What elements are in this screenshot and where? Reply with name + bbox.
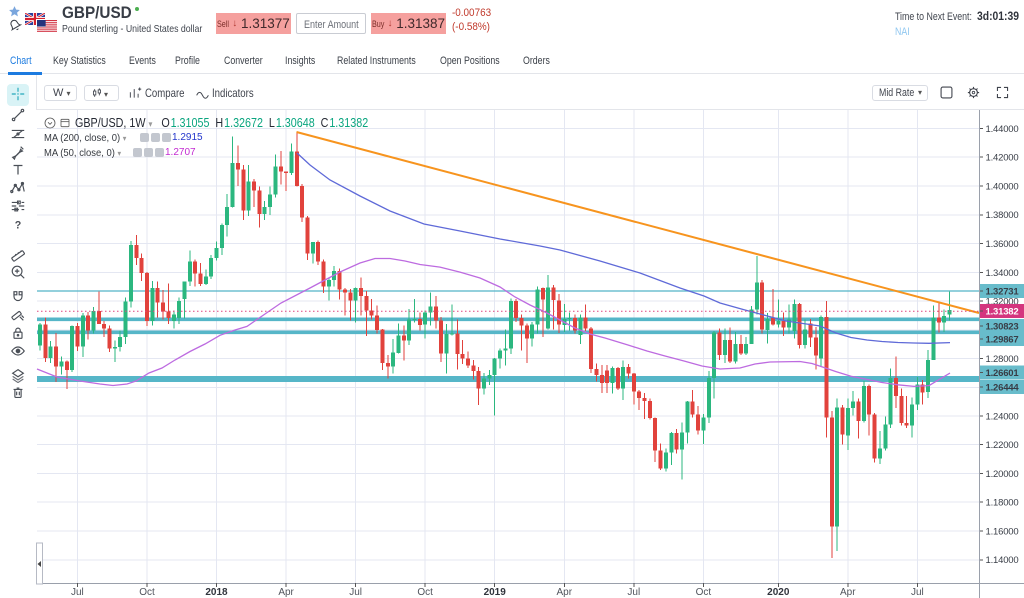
svg-text:1.36000: 1.36000 — [986, 239, 1019, 250]
svg-text:2020: 2020 — [767, 587, 790, 598]
svg-text:1.28000: 1.28000 — [986, 354, 1019, 365]
svg-text:Jul: Jul — [71, 587, 84, 598]
svg-text:1.16000: 1.16000 — [986, 527, 1019, 538]
svg-text:1.31382: 1.31382 — [986, 307, 1019, 318]
svg-text:Apr: Apr — [278, 587, 294, 598]
svg-text:1.26601: 1.26601 — [986, 368, 1020, 379]
svg-text:1.22000: 1.22000 — [986, 440, 1019, 451]
svg-text:Jul: Jul — [349, 587, 362, 598]
svg-text:1.30823: 1.30823 — [986, 322, 1019, 333]
svg-text:2019: 2019 — [484, 587, 507, 598]
svg-text:1.42000: 1.42000 — [986, 153, 1019, 164]
svg-text:1.24000: 1.24000 — [986, 412, 1019, 423]
svg-text:Apr: Apr — [557, 587, 573, 598]
svg-text:Oct: Oct — [696, 587, 712, 598]
svg-text:?: ? — [15, 220, 22, 232]
svg-text:Jul: Jul — [911, 587, 924, 598]
svg-text:1.18000: 1.18000 — [986, 498, 1019, 509]
svg-text:1.34000: 1.34000 — [986, 268, 1019, 279]
svg-text:1.32731: 1.32731 — [986, 287, 1020, 298]
svg-text:1.38000: 1.38000 — [986, 210, 1019, 221]
svg-text:Apr: Apr — [840, 587, 856, 598]
svg-text:1.14000: 1.14000 — [986, 555, 1019, 566]
svg-text:1.32000: 1.32000 — [986, 297, 1019, 308]
svg-text:1.26444: 1.26444 — [986, 383, 1020, 394]
svg-text:1.40000: 1.40000 — [986, 182, 1019, 193]
svg-text:1.44000: 1.44000 — [986, 124, 1019, 135]
svg-text:2018: 2018 — [205, 587, 228, 598]
svg-text:Oct: Oct — [417, 587, 433, 598]
svg-text:Oct: Oct — [139, 587, 155, 598]
svg-text:1.20000: 1.20000 — [986, 469, 1019, 480]
svg-text:1.29867: 1.29867 — [986, 335, 1019, 346]
svg-text:Jul: Jul — [627, 587, 640, 598]
